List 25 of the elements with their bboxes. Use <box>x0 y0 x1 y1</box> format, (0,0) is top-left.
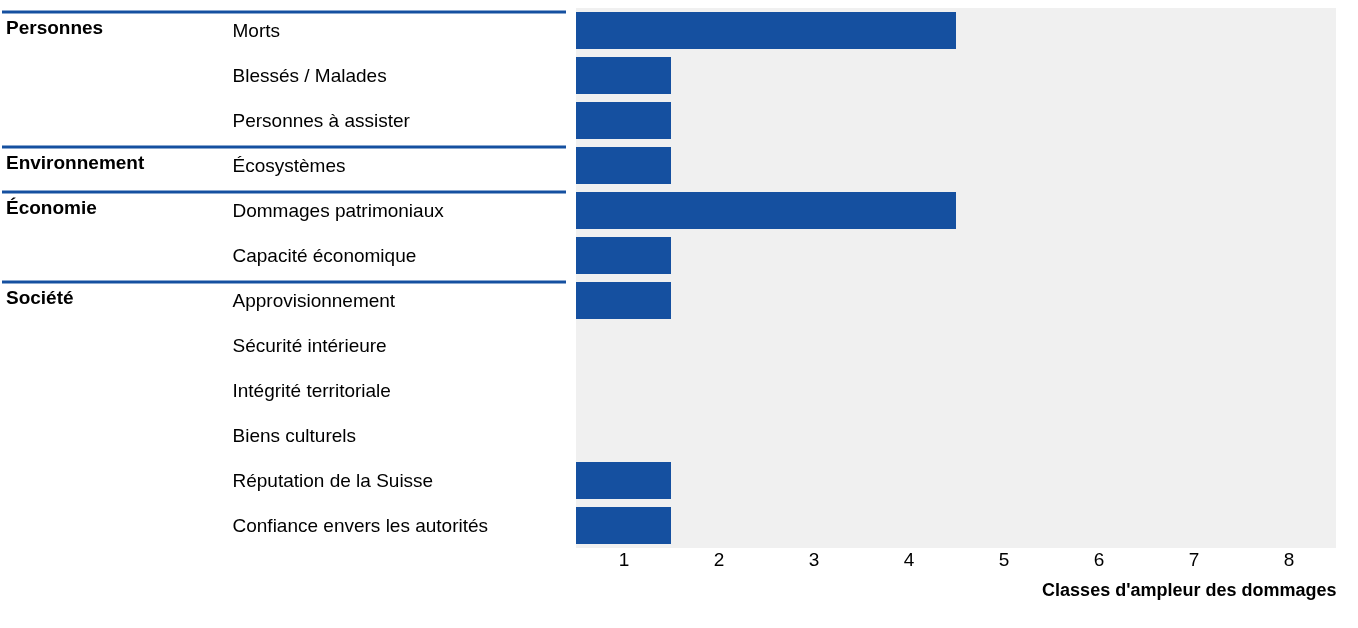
y-tick-label: Intégrité territoriale <box>232 379 391 401</box>
y-tick-label: Biens culturels <box>232 424 357 446</box>
x-tick-label: 3 <box>808 548 820 570</box>
y-tick-label: Sécurité intérieure <box>232 334 387 356</box>
x-tick-label: 7 <box>1188 548 1200 570</box>
y-tick-label: Morts <box>232 19 280 41</box>
y-tick-label: Blessés / Malades <box>232 64 387 86</box>
x-tick-label: 4 <box>903 548 915 570</box>
text: Environnement <box>6 151 145 173</box>
x-tick-label: 6 <box>1093 548 1105 570</box>
text: Économie <box>6 196 97 218</box>
y-tick-label: Réputation de la Suisse <box>232 469 434 491</box>
x-tick-label: 8 <box>1283 548 1295 570</box>
x-tick-label: 1 <box>618 548 630 570</box>
y-tick-label: Dommages patrimoniaux <box>232 199 445 221</box>
y-tick-label: Capacité économique <box>232 244 417 266</box>
y-tick-label: Confiance envers les autorités <box>232 514 489 536</box>
text: Société <box>6 286 74 308</box>
y-tick-label: Approvisionnement <box>232 289 396 311</box>
y-tick-label: Écosystèmes <box>232 154 346 176</box>
y-tick-label: Personnes à assister <box>232 109 411 131</box>
x-axis-title: Classes d'ampleur des dommages <box>1042 579 1337 600</box>
x-tick-label: 5 <box>998 548 1010 570</box>
text: Personnes <box>6 16 104 38</box>
x-tick-label: 2 <box>713 548 725 570</box>
